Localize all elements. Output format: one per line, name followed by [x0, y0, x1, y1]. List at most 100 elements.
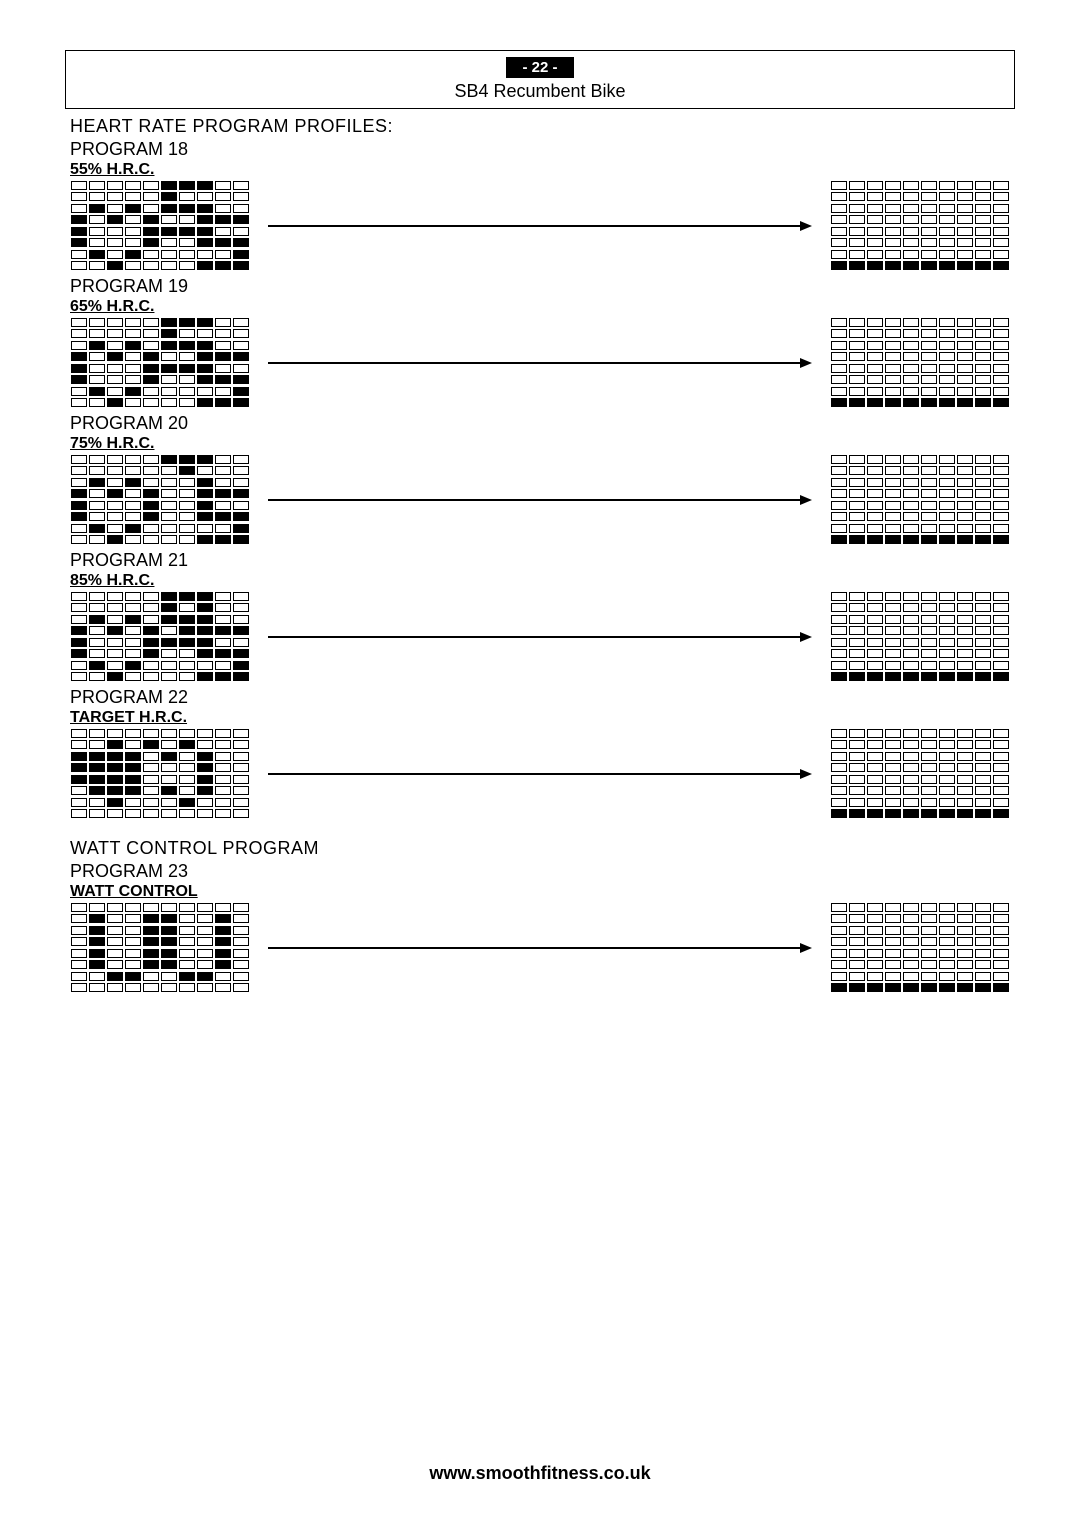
grid-cell: [215, 364, 231, 373]
grid-cell: [71, 250, 87, 259]
grid-cell: [921, 661, 937, 670]
grid-cell: [179, 661, 195, 670]
grid-cell: [831, 387, 847, 396]
grid-cell: [849, 949, 865, 958]
grid-cell: [849, 318, 865, 327]
grid-cell: [143, 752, 159, 761]
grid-cell: [921, 329, 937, 338]
grid-cell: [89, 809, 105, 818]
grid-cell: [143, 983, 159, 992]
grid-cell: [939, 204, 955, 213]
grid-cell: [939, 501, 955, 510]
grid-cell: [233, 387, 249, 396]
grid-cell: [939, 926, 955, 935]
grid-cell: [89, 983, 105, 992]
grid-cell: [921, 398, 937, 407]
arrow-icon: [250, 495, 830, 505]
grid-cell: [903, 786, 919, 795]
grid-cell: [849, 387, 865, 396]
grid-cell: [143, 478, 159, 487]
grid-cell: [939, 649, 955, 658]
grid-cell: [161, 215, 177, 224]
grid-cell: [161, 903, 177, 912]
grid-cell: [885, 535, 901, 544]
grid-cell: [831, 972, 847, 981]
grid-cell: [831, 960, 847, 969]
grid-cell: [215, 375, 231, 384]
grid-cell: [233, 960, 249, 969]
grid-cell: [71, 466, 87, 475]
grid-cell: [921, 478, 937, 487]
grid-cell: [89, 786, 105, 795]
grid-cell: [107, 250, 123, 259]
grid-cell: [161, 512, 177, 521]
grid-cell: [143, 903, 159, 912]
grid-cell: [233, 341, 249, 350]
grid-cell: [107, 937, 123, 946]
grid-cell: [903, 227, 919, 236]
grid-cell: [125, 809, 141, 818]
grid-cell: [975, 672, 991, 681]
grid-cell: [975, 478, 991, 487]
grid-cell: [161, 661, 177, 670]
grid-cell: [125, 798, 141, 807]
grid-cell: [215, 763, 231, 772]
grid-cell: [957, 626, 973, 635]
grid-cell: [233, 763, 249, 772]
grid-cell: [179, 341, 195, 350]
grid-cell: [107, 740, 123, 749]
grid-cell: [885, 238, 901, 247]
grid-cell: [939, 318, 955, 327]
grid-cell: [957, 903, 973, 912]
grid-cell: [867, 192, 883, 201]
grid-cell: [867, 592, 883, 601]
grid-cell: [197, 250, 213, 259]
grid-cell: [161, 786, 177, 795]
header-frame: - 22 - SB4 Recumbent Bike: [65, 50, 1015, 109]
grid-cell: [143, 387, 159, 396]
grid-cell: [921, 960, 937, 969]
grid-cell: [71, 603, 87, 612]
grid-cell: [867, 535, 883, 544]
grid-cell: [89, 729, 105, 738]
grid-cell: [993, 375, 1009, 384]
grid-cell: [161, 603, 177, 612]
grid-cell: [143, 914, 159, 923]
grid-cell: [179, 192, 195, 201]
grid-cell: [125, 661, 141, 670]
grid-cell: [125, 786, 141, 795]
grid-cell: [71, 387, 87, 396]
grid-cell: [885, 387, 901, 396]
grid-cell: [939, 903, 955, 912]
grid-cell: [161, 649, 177, 658]
grid-cell: [107, 215, 123, 224]
grid-cell: [143, 250, 159, 259]
grid-cell: [89, 798, 105, 807]
arrow-icon: [250, 358, 830, 368]
grid-cell: [197, 763, 213, 772]
grid-cell: [107, 798, 123, 807]
grid-cell: [831, 786, 847, 795]
grid-cell: [215, 949, 231, 958]
grid-cell: [957, 215, 973, 224]
grid-cell: [849, 752, 865, 761]
grid-cell: [107, 204, 123, 213]
grid-cell: [125, 215, 141, 224]
grid-cell: [957, 535, 973, 544]
grid-cell: [867, 501, 883, 510]
grid-cell: [831, 227, 847, 236]
grid-cell: [89, 535, 105, 544]
grid-cell: [125, 903, 141, 912]
grid-cell: [107, 261, 123, 270]
grid-cell: [233, 926, 249, 935]
profile-grid-right: [830, 454, 1010, 546]
grid-cell: [71, 672, 87, 681]
grid-cell: [143, 672, 159, 681]
grid-cell: [831, 937, 847, 946]
grid-cell: [143, 649, 159, 658]
grid-cell: [975, 729, 991, 738]
grid-cell: [161, 926, 177, 935]
grid-cell: [957, 329, 973, 338]
grid-cell: [179, 318, 195, 327]
grid-cell: [161, 501, 177, 510]
